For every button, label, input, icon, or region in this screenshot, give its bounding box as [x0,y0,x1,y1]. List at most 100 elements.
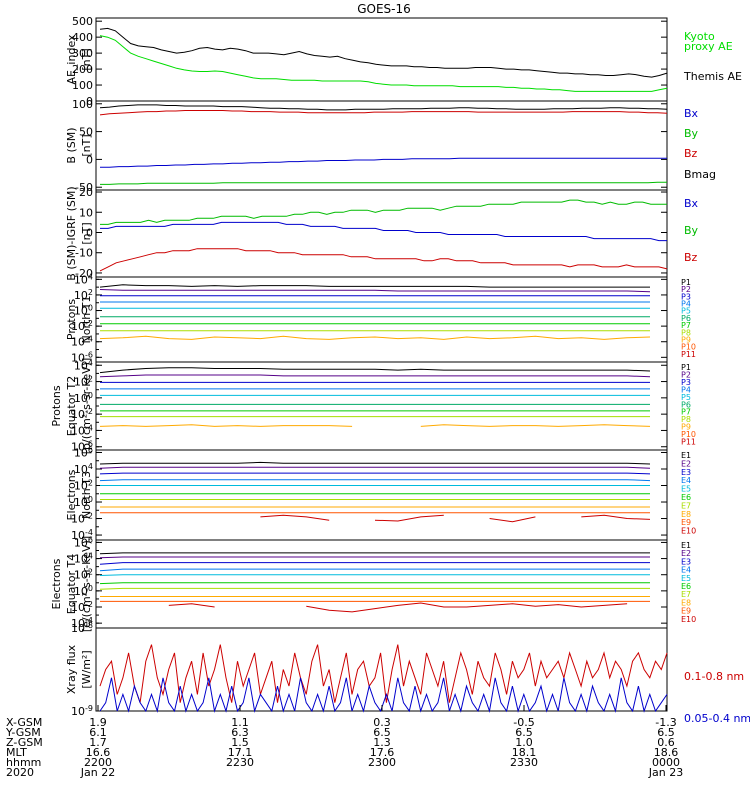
legend-pn-6: P7 [681,321,691,330]
footer-row-label: hhmm [6,756,41,769]
legend-pn-9: P10 [681,343,696,352]
panel-frame [95,276,668,363]
legend-en-9: E10 [681,527,696,536]
legend-pe-9: P10 [681,430,696,439]
y-axis-label: [e/(cm²-s-sr-keV)] [80,536,93,632]
footer-cell: 0.6 [657,736,675,749]
legend-ee-8: E9 [681,607,691,616]
legend-bsm-0: Bx [684,107,699,120]
series-pe-p1 [99,367,651,374]
panel-frame [95,17,668,102]
y-tick-label: 0 [86,153,93,166]
legend-en-8: E9 [681,518,691,527]
series-pn-p2 [99,289,651,293]
footer-cell: 6.5 [373,726,391,739]
y-axis-label: Equator T4 [65,554,78,614]
legend-ae-1: proxy AE [684,40,733,53]
series-pe-p9 [99,424,651,427]
legend-ee-9: E10 [681,615,696,624]
y-axis-label: [p/(cm²-s-sr-keV)] [80,358,93,455]
panel-frame [95,189,668,278]
footer-cell: 1.3 [373,736,391,749]
series-en-e10 [260,514,651,523]
legend-pn-8: P9 [681,335,691,344]
y-axis-label: Electrons [65,469,78,520]
footer-cell: 1.1 [231,716,249,729]
y-axis-label: North T1 [80,296,93,344]
footer-cell: 18.1 [512,746,537,759]
legend-bsm-2: Bz [684,147,698,160]
y-tick-label: 200 [72,63,93,76]
y-tick-label: -50 [75,181,93,194]
footer-cell: 1.5 [231,736,249,749]
series-ee-e2 [99,556,650,559]
footer-cell: -1.3 [655,716,676,729]
series-ee-e10 [168,602,628,613]
legend-pe-4: P5 [681,393,691,402]
y-axis-label: AE_index [65,34,78,85]
legend-ae-2: Themis AE [683,70,742,83]
y-tick-label: 50 [79,126,93,139]
y-axis-label: North T3 [80,471,93,519]
legend-pn-7: P8 [681,328,691,337]
series-pn-p1 [99,284,650,288]
series-ee-e5 [99,574,650,576]
legend-en-1: E2 [681,459,691,468]
y-tick-label: 10 [79,206,93,219]
y-tick-label: 20 [79,186,93,199]
legend-pe-7: P8 [681,415,691,424]
footer-row-label: 2020 [6,766,34,779]
footer-cell: 2330 [510,756,538,769]
footer-cell: 6.3 [231,726,249,739]
series-bigrf-bx [100,221,667,242]
y-axis-label: B (SM)-IGRF (SM) [65,186,78,280]
legend-pn-3: P4 [681,300,691,309]
legend-ee-0: E1 [681,541,691,550]
footer-cell: 6.1 [89,726,107,739]
legend-pn-4: P5 [681,307,691,316]
legend-bigrf-1: By [684,224,699,237]
footer-cell: 6.5 [515,726,533,739]
legend-pe-1: P2 [681,370,691,379]
y-axis-label: Equator T2 [65,376,78,436]
legend-pe-5: P6 [681,400,691,409]
series-xray-0-1-0-8-nm [99,644,668,703]
footer-cell: 0.3 [373,716,391,729]
series-ee-e7 [99,587,650,590]
series-bigrf-by [100,199,667,225]
series-ee-e4 [99,568,650,572]
y-tick-label: 0 [86,226,93,239]
y-tick-label: 500 [72,15,93,28]
legend-bsm-3: Bmag [684,168,716,181]
legend-pn-0: P1 [681,278,691,287]
legend-ee-4: E5 [681,574,691,583]
footer-cell: 2230 [226,756,254,769]
footer-row-label: Y-GSM [5,726,41,739]
legend-ee-3: E4 [681,566,691,575]
y-tick-label: -10 [75,247,93,260]
y-axis-label: [nT] [80,134,93,156]
legend-bigrf-0: Bx [684,197,699,210]
footer-row-label: X-GSM [6,716,42,729]
footer-cell: 0000 [652,756,680,769]
legend-en-6: E7 [681,501,691,510]
series-en-e1 [99,461,651,465]
series-en-e3 [99,472,651,475]
series-en-e4 [99,479,651,482]
y-tick-label: 106 [74,445,93,459]
legend-pe-10: P11 [681,438,696,447]
series-bsm-bmag [99,104,668,111]
series-ee-e3 [99,562,650,565]
legend-en-7: E8 [681,510,691,519]
y-tick-label: -20 [75,267,93,280]
y-axis-label: Protons [50,385,63,426]
legend-pn-5: P6 [681,314,691,323]
legend-bsm-1: By [684,127,699,140]
legend-pe-8: P9 [681,423,691,432]
legend-pn-10: P11 [681,350,696,359]
